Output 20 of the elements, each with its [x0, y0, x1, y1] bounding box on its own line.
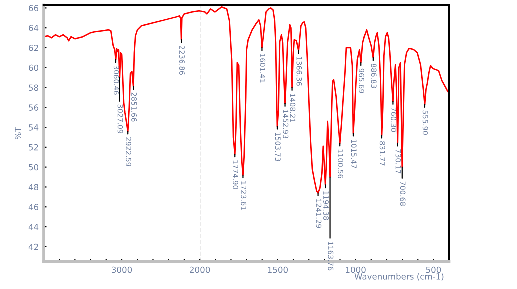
y-tick-label: 62: [29, 44, 38, 52]
x-tick-label: 1000: [346, 266, 366, 274]
y-tick-label: 58: [29, 84, 39, 92]
y-tick-label: 50: [29, 164, 39, 171]
y-tick-label: 44: [28, 224, 39, 230]
x-tick-label: 1500: [268, 266, 288, 274]
y-tick-label: 56: [29, 104, 39, 111]
y-tick-label: 66: [29, 5, 39, 12]
x-tick-label: 2000: [190, 266, 210, 274]
y-tick-label: 60: [29, 64, 39, 72]
y-tick-label: 48: [28, 184, 39, 191]
x-tick-label: 3000: [112, 266, 132, 274]
x-tick-label: 500: [426, 266, 442, 274]
y-axis-title: %T: [15, 126, 22, 140]
x-axis-title: Wavenumbers (cm-1): [354, 273, 444, 281]
y-tick-label: 54: [29, 124, 39, 131]
y-tick-label: 42: [28, 244, 38, 250]
y-tick-label: 46: [28, 204, 39, 210]
y-tick-label: 64: [29, 25, 39, 32]
y-tick-label: 52: [29, 144, 38, 151]
